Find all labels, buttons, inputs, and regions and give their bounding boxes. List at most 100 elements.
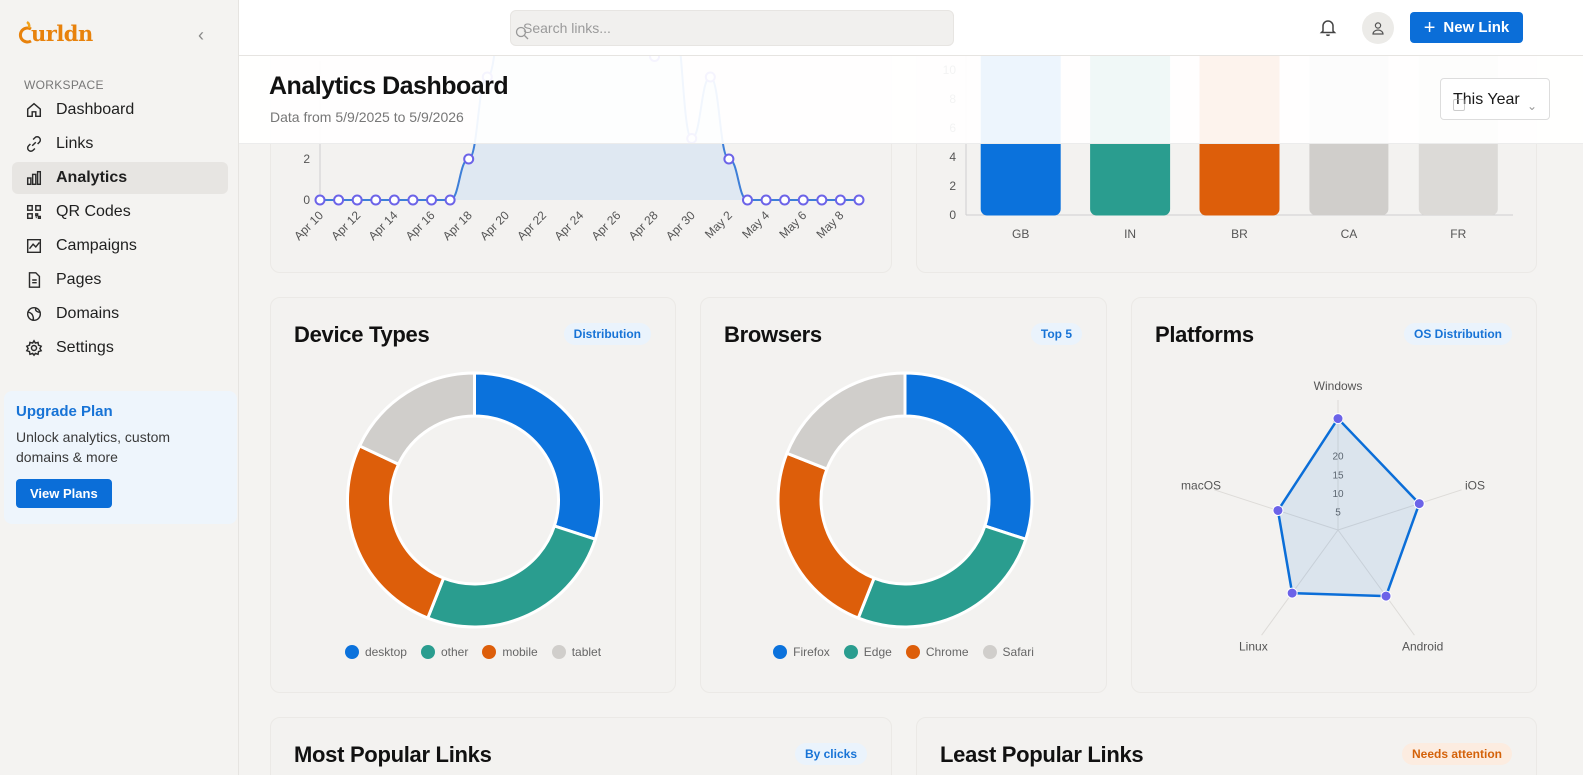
donut-slice — [903, 371, 1034, 542]
legend-swatch — [843, 645, 858, 659]
sidebar-item-label: Pages — [56, 271, 102, 288]
upgrade-panel: Upgrade Plan Unlock analytics, custom do… — [4, 391, 237, 524]
plus-icon: + — [1423, 16, 1436, 39]
x-tick-label: Apr 14 — [366, 208, 401, 243]
bell-icon[interactable] — [1318, 17, 1338, 37]
logo[interactable]: urldn — [17, 20, 93, 46]
x-tick-label: May 2 — [702, 208, 735, 241]
donut-slice — [357, 371, 476, 467]
radar-tick-label: 5 — [1335, 507, 1341, 518]
x-tick-label: Apr 10 — [291, 208, 326, 243]
least-popular-links-card: Least Popular Links Needs attention — [916, 717, 1537, 775]
data-point — [314, 194, 326, 206]
link-icon — [24, 134, 44, 154]
legend-item[interactable]: Safari — [982, 645, 1034, 659]
x-tick-label: May 8 — [814, 208, 847, 241]
radar-axis-label: iOS — [1465, 479, 1485, 493]
radar-axis-label: Android — [1402, 639, 1443, 653]
radar-axis-label: Windows — [1314, 379, 1363, 393]
user-icon — [1372, 22, 1384, 35]
radar-point — [1332, 413, 1344, 425]
x-tick-label: May 4 — [739, 208, 772, 241]
data-point — [370, 194, 382, 206]
search-input[interactable]: Search links... — [510, 10, 954, 46]
sidebar-item-links[interactable]: Links — [12, 128, 228, 160]
legend-label: tablet — [571, 645, 602, 659]
logo-mark-icon — [18, 20, 32, 44]
data-point — [388, 194, 400, 206]
browsers-title: Browsers — [724, 322, 822, 347]
data-point — [741, 194, 753, 206]
radar-tick-label: 15 — [1332, 470, 1344, 481]
gear-icon — [24, 338, 44, 358]
document-icon — [24, 270, 44, 290]
data-point — [797, 194, 809, 206]
workspace-label: WORKSPACE — [24, 78, 104, 92]
radar-point — [1413, 498, 1425, 510]
sidebar-item-dashboard[interactable]: Dashboard — [12, 94, 228, 126]
browser-legend: Firefox Edge Chrome Safari — [701, 645, 1106, 659]
browser-donut-chart — [776, 371, 1034, 629]
page-subtitle: Data from 5/9/2025 to 5/9/2026 — [270, 109, 464, 125]
radar-spoke — [1337, 529, 1415, 636]
sidebar-item-label: QR Codes — [56, 203, 131, 220]
y-tick-label: 0 — [303, 193, 310, 207]
data-point — [444, 194, 456, 206]
legend-item[interactable]: Edge — [843, 645, 892, 659]
legend-item[interactable]: Firefox — [773, 645, 830, 659]
radar-spoke — [1261, 529, 1339, 636]
sidebar-item-campaigns[interactable]: Campaigns — [12, 230, 228, 262]
radar-axis-label: Linux — [1239, 639, 1268, 653]
view-plans-button[interactable]: View Plans — [16, 479, 112, 508]
collapse-sidebar-icon[interactable]: ‹ — [198, 25, 204, 45]
donut-slice — [776, 451, 877, 621]
radar-tick-label: 20 — [1332, 452, 1344, 463]
legend-swatch — [982, 645, 997, 659]
chevron-down-icon: ⌄ — [1526, 99, 1537, 113]
sidebar-item-settings[interactable]: Settings — [12, 332, 228, 364]
new-link-button[interactable]: + New Link — [1410, 12, 1523, 43]
data-point — [407, 194, 419, 206]
x-tick-label: Apr 28 — [626, 208, 661, 243]
legend-item[interactable]: Chrome — [905, 645, 969, 659]
legend-label: Edge — [863, 645, 892, 659]
donut-slice — [346, 443, 446, 621]
sidebar-item-domains[interactable]: Domains — [12, 298, 228, 330]
avatar[interactable] — [1362, 12, 1394, 44]
radar-tick-label: 10 — [1332, 489, 1344, 500]
donut-slice — [473, 371, 603, 542]
bar-chart-icon — [24, 168, 44, 188]
date-range-select[interactable]: This Year ⌄ — [1440, 78, 1550, 120]
sidebar-item-pages[interactable]: Pages — [12, 264, 228, 296]
data-point — [463, 153, 475, 165]
data-point — [333, 194, 345, 206]
platforms-card: Platforms OS Distribution 510152030Windo… — [1131, 297, 1537, 693]
data-point — [723, 153, 735, 165]
x-tick-label: GB — [1012, 227, 1029, 241]
x-tick-label: Apr 30 — [663, 208, 698, 243]
top5-badge: Top 5 — [1030, 323, 1082, 345]
radar-point — [1286, 587, 1298, 599]
legend-swatch — [482, 645, 497, 659]
legend-item[interactable]: mobile — [482, 645, 538, 659]
legend-label: Chrome — [925, 645, 969, 659]
new-link-label: New Link — [1443, 19, 1510, 36]
legend-swatch — [551, 645, 566, 659]
data-point — [426, 194, 438, 206]
by-clicks-badge: By clicks — [794, 743, 867, 765]
legend-item[interactable]: tablet — [551, 645, 602, 659]
legend-item[interactable]: desktop — [344, 645, 407, 659]
legend-label: mobile — [502, 645, 538, 659]
device-legend: desktop other mobile tablet — [271, 645, 675, 659]
least-popular-title: Least Popular Links — [940, 742, 1144, 767]
page-title: Analytics Dashboard — [269, 72, 509, 100]
sidebar-item-analytics[interactable]: Analytics — [12, 162, 228, 194]
sidebar-item-qr-codes[interactable]: QR Codes — [12, 196, 228, 228]
legend-label: other — [440, 645, 469, 659]
data-point — [760, 194, 772, 206]
sidebar-item-label: Settings — [56, 339, 114, 356]
legend-item[interactable]: other — [420, 645, 469, 659]
x-tick-label: Apr 20 — [477, 208, 512, 243]
y-tick-label: 4 — [949, 150, 956, 164]
sidebar-item-label: Links — [56, 135, 94, 152]
